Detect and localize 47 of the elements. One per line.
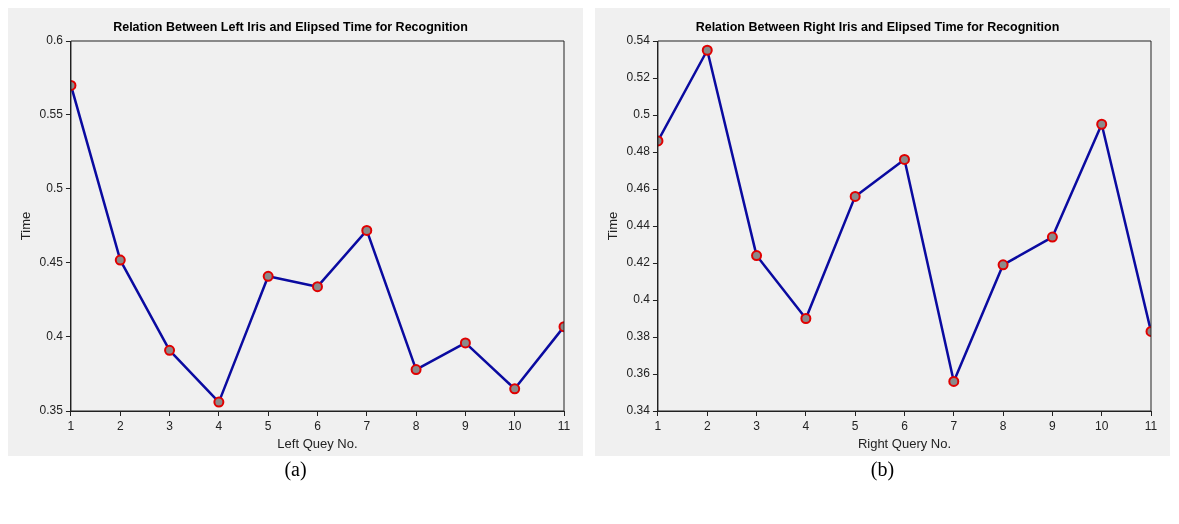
x-tick-label: 5 (264, 418, 272, 433)
x-tick-label: 1 (654, 418, 662, 433)
y-axis-title: Time (18, 211, 34, 241)
y-tick-label: 0.44 (626, 218, 651, 233)
x-tick-label: 6 (901, 418, 909, 433)
y-tick-label: 0.36 (626, 366, 651, 381)
y-tick-label: 0.55 (39, 107, 64, 122)
y-tick-label: 0.46 (626, 181, 651, 196)
y-tick-label: 0.4 (633, 292, 651, 307)
y-tick-label: 0.5 (633, 107, 651, 122)
x-tick-label: 9 (462, 418, 470, 433)
x-tick-label: 3 (166, 418, 174, 433)
x-tick-label: 7 (950, 418, 958, 433)
y-tick-label: 0.48 (626, 144, 651, 159)
chart-title: Relation Between Left Iris and Elipsed Time for Recognition (113, 19, 468, 34)
x-tick-label: 2 (116, 418, 124, 433)
x-tick-label: 11 (1144, 418, 1158, 433)
y-tick-label: 0.45 (39, 255, 64, 270)
x-tick-label: 6 (314, 418, 322, 433)
x-tick-label: 10 (508, 418, 522, 433)
x-tick-label: 10 (1095, 418, 1109, 433)
x-axis-title: Left Quey No. (277, 435, 358, 451)
y-tick-label: 0.34 (626, 403, 651, 418)
y-tick-label: 0.52 (626, 70, 651, 85)
x-tick-label: 4 (215, 418, 223, 433)
y-tick-label: 0.42 (626, 255, 651, 270)
y-tick-label: 0.5 (46, 181, 64, 196)
text: (a) (284, 458, 307, 481)
y-tick-label: 0.35 (39, 403, 64, 418)
x-tick-label: 9 (1049, 418, 1057, 433)
y-axis-title: Time (605, 211, 621, 241)
x-tick-label: 3 (753, 418, 761, 433)
x-tick-label: 4 (802, 418, 810, 433)
x-tick-label: 11 (557, 418, 571, 433)
x-axis-title: Right Query No. (857, 435, 952, 451)
x-tick-label: 2 (703, 418, 711, 433)
x-tick-label: 5 (851, 418, 859, 433)
y-tick-label: 0.4 (46, 329, 64, 344)
chart-title: Relation Between Right Iris and Elipsed Time for Recognition (695, 19, 1060, 34)
y-tick-label: 0.38 (626, 329, 651, 344)
y-tick-label: 0.6 (46, 33, 64, 48)
x-tick-label: 8 (999, 418, 1007, 433)
x-tick-label: 8 (412, 418, 420, 433)
x-tick-label: 7 (363, 418, 371, 433)
text: (b) (870, 458, 895, 481)
x-tick-label: 1 (67, 418, 75, 433)
y-tick-label: 0.54 (626, 33, 651, 48)
